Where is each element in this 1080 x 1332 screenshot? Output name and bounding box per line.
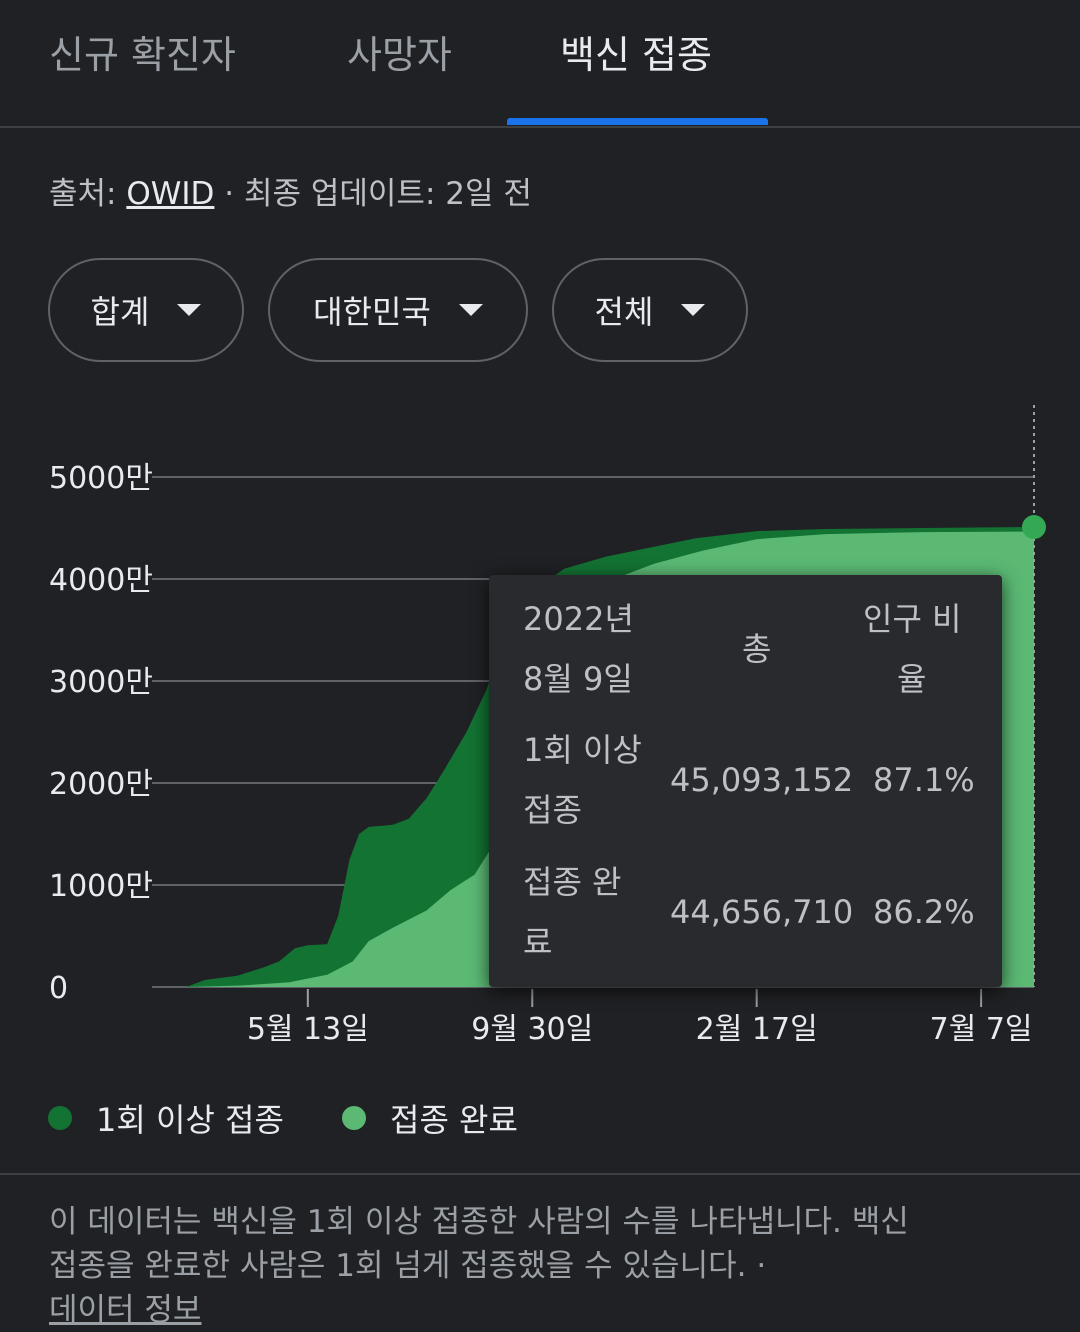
active-tab-indicator xyxy=(507,118,768,125)
tooltip-row1-ratio: 87.1% xyxy=(873,761,975,799)
chevron-down-icon xyxy=(177,304,202,316)
x-tick-label: 5월 13일 xyxy=(247,1012,369,1047)
tooltip-col-ratio-line2: 율 xyxy=(897,660,927,698)
country-filter-label: 대한민국 xyxy=(313,293,431,331)
x-tick-label: 2월 17일 xyxy=(696,1012,818,1047)
tooltip-row2-label-line2: 료 xyxy=(523,923,553,961)
scope-filter-dropdown[interactable]: 전체 xyxy=(552,258,748,362)
legend-label: 접종 완료 xyxy=(390,1101,518,1139)
tooltip-row1-label-line2: 접종 xyxy=(523,791,582,829)
section-divider xyxy=(0,1173,1080,1175)
y-tick-label: 2000만 xyxy=(49,767,153,802)
footnote-line1: 이 데이터는 백신을 1회 이상 접종한 사람의 수를 나타냅니다. 백신 xyxy=(49,1204,909,1240)
data-tooltip: 2022년 8월 9일 총 인구 비 율 1회 이상 접종 45,093,152… xyxy=(489,575,1002,987)
tooltip-row1-label-line1: 1회 이상 xyxy=(523,731,642,769)
chart-legend: 1회 이상 접종 접종 완료 xyxy=(0,1095,1080,1139)
legend-item-at-least-one[interactable]: 1회 이상 접종 xyxy=(48,1095,284,1141)
tab-vaccinations[interactable]: 백신 접종 xyxy=(560,33,712,77)
source-line: 출처: OWID · 최종 업데이트: 2일 전 xyxy=(49,168,532,213)
tooltip-row2-total: 44,656,710 xyxy=(670,893,854,931)
chevron-down-icon xyxy=(458,304,483,316)
legend-dot-icon xyxy=(342,1106,366,1130)
legend-item-fully-vaccinated[interactable]: 접종 완료 xyxy=(342,1095,518,1141)
total-filter-label: 합계 xyxy=(90,293,150,331)
footnote: 이 데이터는 백신을 1회 이상 접종한 사람의 수를 나타냅니다. 백신 접종… xyxy=(49,1200,1039,1332)
tooltip-row2-ratio: 86.2% xyxy=(873,893,975,931)
chevron-down-icon xyxy=(681,304,706,316)
y-tick-label: 0 xyxy=(49,971,68,1006)
source-prefix: 출처: xyxy=(49,176,127,212)
tooltip-row1-total: 45,093,152 xyxy=(670,761,854,799)
data-info-link[interactable]: 데이터 정보 xyxy=(49,1292,202,1328)
y-tick-label: 5000만 xyxy=(49,461,153,496)
total-filter-dropdown[interactable]: 합계 xyxy=(48,258,244,362)
source-link[interactable]: OWID xyxy=(126,176,215,212)
tab-new-cases[interactable]: 신규 확진자 xyxy=(49,33,236,77)
y-tick-label: 1000만 xyxy=(49,869,153,904)
tooltip-col-total: 총 xyxy=(742,630,772,668)
y-tick-label: 4000만 xyxy=(49,563,153,598)
tab-deaths[interactable]: 사망자 xyxy=(347,33,452,77)
tooltip-date-line2: 8월 9일 xyxy=(523,660,633,698)
hover-marker xyxy=(1022,515,1046,540)
scope-filter-label: 전체 xyxy=(594,293,654,331)
legend-dot-icon xyxy=(48,1106,72,1130)
legend-label: 1회 이상 접종 xyxy=(96,1101,284,1139)
tab-bar: 신규 확진자 사망자 백신 접종 xyxy=(0,0,1080,128)
tooltip-row2-label-line1: 접종 완 xyxy=(523,863,622,901)
footnote-line2: 접종을 완료한 사람은 1회 넘게 접종했을 수 있습니다. · xyxy=(49,1248,767,1284)
country-filter-dropdown[interactable]: 대한민국 xyxy=(268,258,528,362)
update-info: · 최종 업데이트: 2일 전 xyxy=(214,176,532,212)
y-tick-label: 3000만 xyxy=(49,665,153,700)
x-tick-label: 9월 30일 xyxy=(471,1012,593,1047)
tooltip-col-ratio-line1: 인구 비 xyxy=(863,600,962,638)
x-tick-label: 7월 7일 xyxy=(930,1012,1033,1047)
tooltip-date-line1: 2022년 xyxy=(523,600,634,638)
